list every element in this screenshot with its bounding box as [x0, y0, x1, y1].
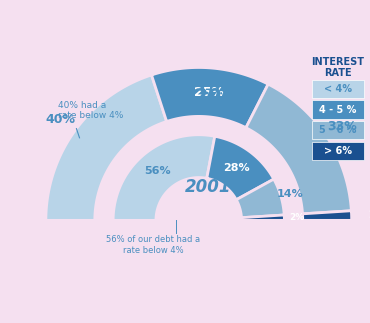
- Polygon shape: [242, 215, 285, 220]
- Polygon shape: [236, 179, 284, 218]
- Bar: [312, 121, 364, 139]
- Polygon shape: [207, 136, 274, 200]
- Text: 33%: 33%: [327, 120, 357, 133]
- Bar: [312, 100, 364, 119]
- Text: 28%: 28%: [223, 163, 250, 173]
- Text: 2001: 2001: [185, 178, 231, 196]
- Text: 14%: 14%: [276, 189, 303, 199]
- Text: 2%: 2%: [368, 210, 370, 220]
- Text: INTEREST
RATE: INTEREST RATE: [312, 57, 364, 78]
- Text: 56% of our debt had a
rate below 4%: 56% of our debt had a rate below 4%: [106, 235, 200, 255]
- Text: 2002: 2002: [193, 88, 251, 108]
- Bar: [312, 80, 364, 98]
- Text: 40% had a
rate below 4%: 40% had a rate below 4%: [58, 100, 124, 120]
- Polygon shape: [246, 84, 352, 214]
- Text: 4 - 5 %: 4 - 5 %: [319, 105, 357, 115]
- Text: > 6%: > 6%: [324, 146, 352, 156]
- Text: 56%: 56%: [145, 166, 171, 176]
- Bar: [312, 141, 364, 160]
- Text: 5 - 6 %: 5 - 6 %: [319, 125, 357, 135]
- Text: 2%: 2%: [289, 213, 304, 222]
- Text: 25%: 25%: [194, 86, 224, 99]
- Text: 40%: 40%: [45, 113, 75, 126]
- Polygon shape: [113, 135, 215, 220]
- Polygon shape: [303, 211, 352, 220]
- Text: < 4%: < 4%: [324, 84, 352, 94]
- Polygon shape: [46, 75, 166, 220]
- Polygon shape: [151, 68, 268, 128]
